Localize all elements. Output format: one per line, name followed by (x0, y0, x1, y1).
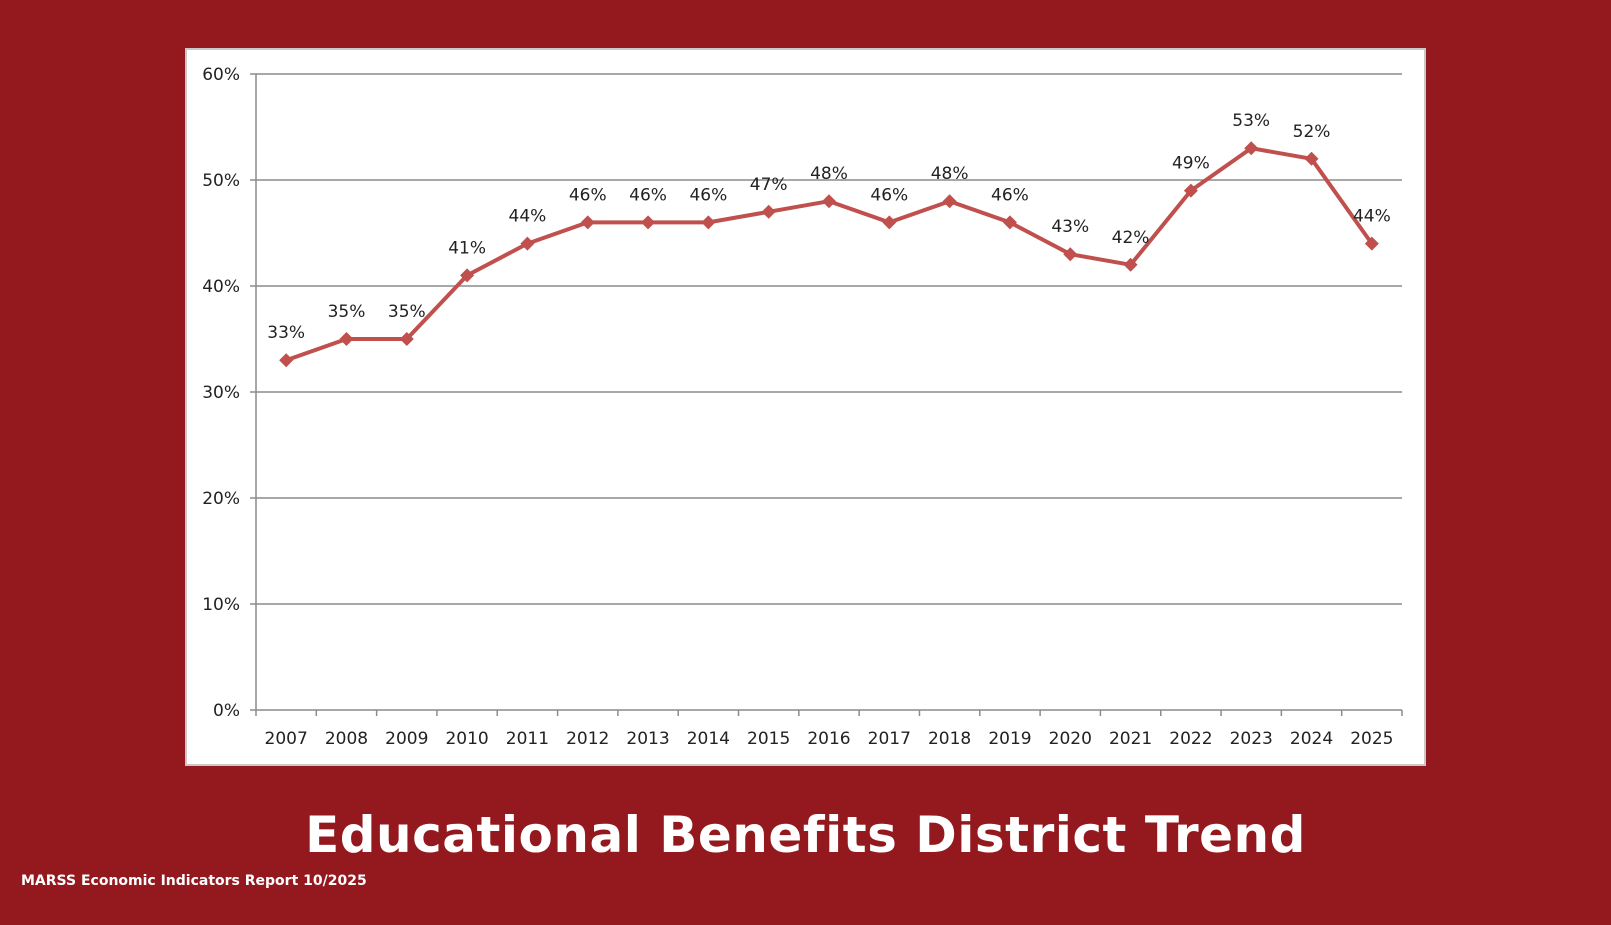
x-tick-label: 2007 (265, 729, 308, 749)
x-tick-label: 2008 (325, 729, 368, 749)
x-tick-label: 2024 (1290, 729, 1333, 749)
data-point-marker (520, 236, 535, 251)
x-tick-label: 2009 (385, 729, 428, 749)
data-label: 47% (750, 175, 788, 195)
x-axis-tick-labels: 2007 2008 2009 2010 2011 2012 2013 2014 2015 2016… (265, 729, 1394, 749)
x-tick-label: 2018 (928, 729, 971, 749)
x-tick-label: 2023 (1230, 729, 1273, 749)
data-point-marker (1244, 141, 1259, 156)
y-tick-label: 20% (202, 489, 240, 509)
data-label: 49% (1172, 154, 1210, 174)
y-tick-label: 40% (202, 277, 240, 297)
data-label: 52% (1293, 122, 1331, 142)
data-label: 44% (1353, 207, 1391, 227)
y-axis-tick-labels: 0% 10% 20% 30% 40% 50% 60% (202, 65, 240, 721)
data-point-marker (339, 332, 354, 346)
slide-title: Educational Benefits District Trend (305, 806, 1306, 864)
data-point-marker (279, 353, 294, 368)
data-label: 46% (629, 185, 667, 205)
x-tick-label: 2021 (1109, 729, 1152, 749)
data-point-marker (1304, 151, 1319, 166)
x-tick-label: 2025 (1350, 729, 1393, 749)
data-point-marker (1364, 236, 1379, 251)
data-label: 41% (448, 238, 486, 258)
data-label: 35% (388, 302, 426, 322)
x-tick-label: 2013 (626, 729, 669, 749)
data-point-marker (460, 268, 475, 283)
data-point-marker (701, 215, 716, 230)
x-tick-label: 2022 (1169, 729, 1212, 749)
y-tick-label: 0% (213, 701, 240, 721)
data-label: 48% (931, 164, 969, 184)
data-point-marker (399, 332, 414, 346)
x-tick-label: 2012 (566, 729, 609, 749)
data-point-marker (580, 215, 595, 230)
data-label: 44% (509, 207, 547, 227)
data-point-marker (1063, 247, 1078, 262)
gridlines (256, 73, 1402, 605)
data-label: 43% (1051, 217, 1089, 237)
data-label: 46% (569, 185, 607, 205)
data-point-marker (761, 204, 776, 219)
source-note: MARSS Economic Indicators Report 10/2025 (21, 873, 367, 889)
x-tick-label: 2016 (807, 729, 850, 749)
data-point-marker (1002, 215, 1017, 230)
y-tick-label: 60% (202, 65, 240, 85)
data-markers (279, 141, 1379, 368)
data-point-marker (822, 194, 836, 209)
line-chart: 0% 10% 20% 30% 40% 50% 60% 2007 2008 2009 2010 201… (202, 65, 1403, 749)
data-label: 35% (328, 302, 366, 322)
axes (250, 73, 1403, 716)
chart-panel: 0% 10% 20% 30% 40% 50% 60% 2007 2008 2009 2010 201… (185, 48, 1426, 766)
data-point-marker (641, 215, 656, 230)
x-tick-label: 2015 (747, 729, 790, 749)
data-point-marker (882, 215, 897, 230)
data-label: 33% (267, 323, 305, 343)
data-point-marker (942, 194, 957, 209)
data-label: 48% (810, 164, 848, 184)
data-point-marker (1183, 183, 1198, 198)
data-label: 53% (1232, 111, 1270, 131)
x-tick-label: 2019 (988, 729, 1031, 749)
data-label: 46% (870, 185, 908, 205)
data-label: 46% (689, 185, 727, 205)
x-tick-label: 2011 (506, 729, 549, 749)
y-tick-label: 30% (202, 383, 240, 403)
y-tick-label: 10% (202, 595, 240, 615)
x-tick-label: 2017 (868, 729, 911, 749)
data-labels: 33% 35% 35% 41% 44% 46% 46% 46% 47% 48% 46% 48% 46% 4… (267, 111, 1390, 343)
x-tick-label: 2014 (687, 729, 730, 749)
x-tick-label: 2020 (1049, 729, 1092, 749)
data-label: 42% (1112, 228, 1150, 248)
data-label: 46% (991, 185, 1029, 205)
data-point-marker (1123, 257, 1138, 272)
x-tick-label: 2010 (445, 729, 488, 749)
y-tick-label: 50% (202, 171, 240, 191)
